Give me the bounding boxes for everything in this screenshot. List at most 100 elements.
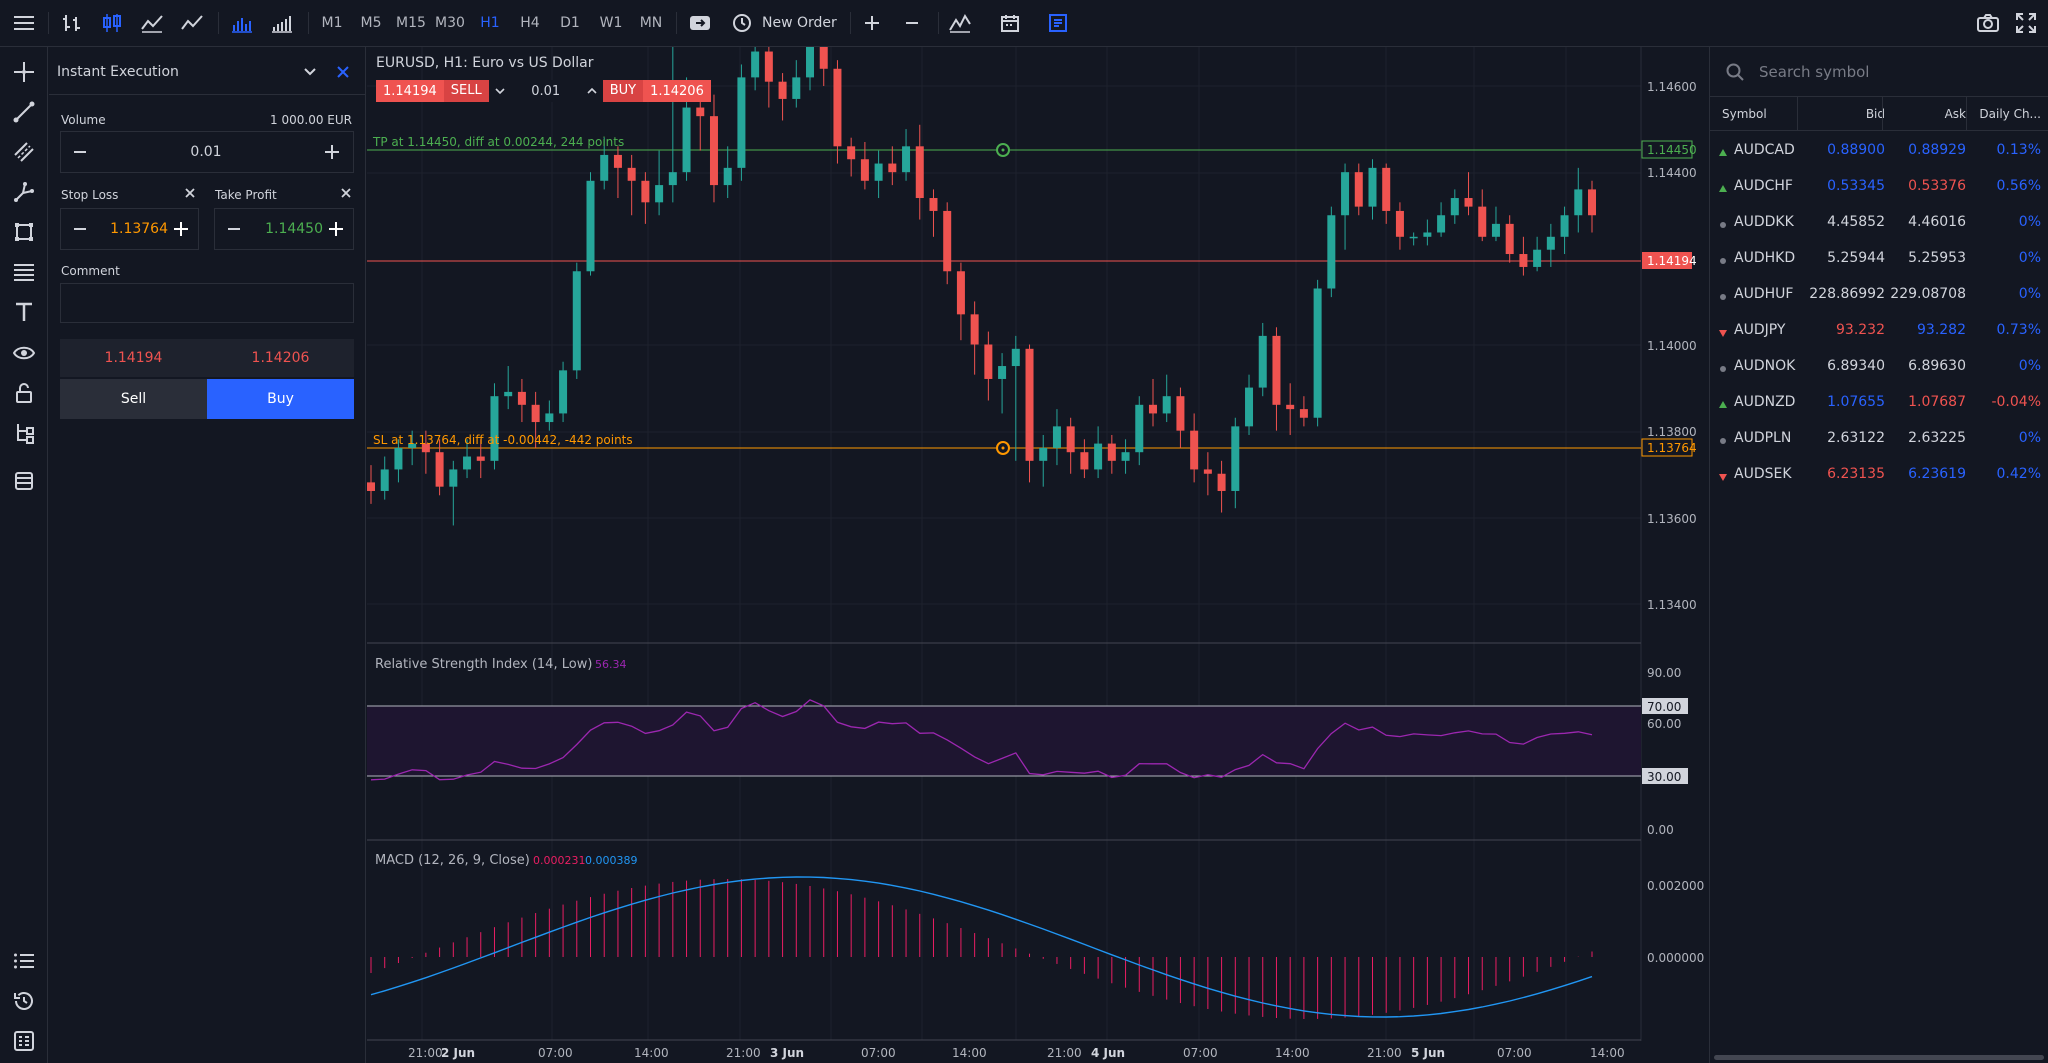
time-axis-label: 21:00 [726, 1046, 761, 1060]
watchlist-row[interactable]: AUDJPY 93.232 93.282 0.73% [1710, 313, 2048, 349]
trend-line-icon[interactable] [10, 98, 38, 126]
crosshair-icon[interactable] [10, 58, 38, 86]
stop-loss-increase-button[interactable] [168, 216, 194, 242]
candle-body [1025, 348, 1034, 461]
tick-volume-icon[interactable] [268, 9, 296, 37]
rsi-low-tag [1642, 768, 1688, 784]
lot-increase-icon[interactable] [587, 87, 597, 95]
layers-icon[interactable] [10, 467, 38, 495]
screenshot-icon[interactable] [1974, 9, 2002, 37]
comment-input[interactable] [60, 283, 354, 323]
rsi-title: Relative Strength Index (14, Low) [375, 657, 592, 672]
eye-icon[interactable] [10, 339, 38, 367]
area-chart-icon[interactable] [138, 9, 166, 37]
close-panel-icon[interactable] [332, 61, 354, 83]
stop-loss-clear-icon[interactable] [184, 187, 198, 201]
col-symbol[interactable]: Symbol [1722, 107, 1767, 121]
take-profit-decrease-button[interactable] [221, 216, 247, 242]
chart-area[interactable]: 1.14600 1.14400 1.14000 1.13800 1.13600 … [367, 47, 1709, 1063]
watchlist-row[interactable]: AUDSEK 6.23135 6.23619 0.42% [1710, 457, 2048, 493]
volume-increase-button[interactable] [319, 139, 345, 165]
fullscreen-icon[interactable] [2012, 9, 2040, 37]
watchlist-row[interactable]: AUDNZD 1.07655 1.07687 -0.04% [1710, 385, 2048, 421]
buy-price: 1.14206 [207, 339, 354, 377]
journal-icon[interactable] [10, 1027, 38, 1055]
watchlist-bid: 5.25944 [1827, 250, 1885, 266]
watchlist-change: 0% [2018, 214, 2041, 230]
volume-icon[interactable] [228, 9, 256, 37]
lot-decrease-icon[interactable] [495, 87, 505, 95]
one-click-trading-icon[interactable] [686, 9, 714, 37]
col-daily-change[interactable]: Daily Ch... [1979, 107, 2041, 121]
take-profit-clear-icon[interactable] [340, 187, 354, 201]
volume-decrease-button[interactable] [67, 139, 93, 165]
timeframe-h4[interactable]: H4 [520, 15, 540, 31]
quick-lot-field[interactable]: 0.01 [488, 80, 603, 102]
candle-body [1546, 236, 1555, 250]
zoom-in-icon[interactable] [858, 9, 886, 37]
new-order-button[interactable]: New Order [732, 9, 842, 37]
channel-icon[interactable] [10, 138, 38, 166]
indicators-icon[interactable] [946, 9, 974, 37]
candle-body [367, 482, 375, 491]
tp-annotation: TP at 1.14450, diff at 0.00244, 244 poin… [372, 135, 624, 149]
line-chart-icon[interactable] [178, 9, 206, 37]
volume-input[interactable]: 0.01 [190, 144, 222, 160]
menu-icon[interactable] [10, 9, 38, 37]
watchlist-ask: 6.89630 [1908, 358, 1966, 374]
candle-body [1066, 426, 1075, 453]
watchlist-row[interactable]: AUDPLN 2.63122 2.63225 0% [1710, 421, 2048, 457]
pitchfork-icon[interactable] [10, 178, 38, 206]
bar-chart-icon[interactable] [58, 9, 86, 37]
buy-button[interactable]: Buy [207, 379, 354, 419]
quick-buy-button[interactable]: BUY 1.14206 [602, 80, 711, 102]
candle-body [709, 116, 718, 186]
quick-sell-button[interactable]: 1.14194 SELL [376, 80, 489, 102]
history-icon[interactable] [10, 987, 38, 1015]
chevron-down-icon [304, 68, 316, 76]
sell-button[interactable]: Sell [60, 379, 207, 419]
macd-axis-label: 0.000000 [1647, 951, 1704, 965]
text-icon[interactable] [10, 298, 38, 326]
col-bid[interactable]: Bid [1865, 107, 1885, 121]
timeframe-d1[interactable]: D1 [560, 15, 580, 31]
symbol-search[interactable]: Search symbol [1710, 47, 2048, 97]
watchlist-row[interactable]: AUDNOK 6.89340 6.89630 0% [1710, 349, 2048, 385]
zoom-out-icon[interactable] [898, 9, 926, 37]
list-icon[interactable] [10, 947, 38, 975]
calendar-icon[interactable] [996, 9, 1024, 37]
object-tree-icon[interactable] [10, 419, 38, 447]
execution-mode-select[interactable]: Instant Execution [57, 62, 317, 82]
col-ask[interactable]: Ask [1944, 107, 1966, 121]
search-input[interactable]: Search symbol [1759, 62, 1870, 81]
watchlist-scrollbar[interactable] [1714, 1055, 2044, 1060]
candlestick-icon[interactable] [98, 9, 126, 37]
timeframe-h1[interactable]: H1 [480, 15, 500, 31]
candle-body [1135, 404, 1144, 453]
macd-value-main: 0.000231 [533, 854, 586, 867]
timeframe-mn[interactable]: MN [639, 15, 663, 31]
timeframe-m15[interactable]: M15 [396, 15, 426, 31]
lock-icon[interactable] [10, 379, 38, 407]
take-profit-input[interactable]: 1.14450 [265, 221, 323, 237]
watchlist-row[interactable]: AUDDKK 4.45852 4.46016 0% [1710, 205, 2048, 241]
chart-canvas[interactable]: 1.14600 1.14400 1.14000 1.13800 1.13600 … [367, 47, 1709, 1063]
timeframe-m30[interactable]: M30 [435, 15, 465, 31]
candle-body [1327, 215, 1336, 289]
timeframe-m1[interactable]: M1 [321, 15, 343, 31]
trade-panel-icon[interactable] [1044, 9, 1072, 37]
timeframe-w1[interactable]: W1 [599, 15, 623, 31]
candle-body [751, 51, 760, 78]
stop-loss-input[interactable]: 1.13764 [110, 221, 168, 237]
shapes-icon[interactable] [10, 218, 38, 246]
timeframe-m5[interactable]: M5 [360, 15, 382, 31]
macd-histogram [370, 879, 1593, 1019]
watchlist-row[interactable]: AUDCAD 0.88900 0.88929 0.13% [1710, 133, 2048, 169]
watchlist-row[interactable]: AUDCHF 0.53345 0.53376 0.56% [1710, 169, 2048, 205]
watchlist-row[interactable]: AUDHKD 5.25944 5.25953 0% [1710, 241, 2048, 277]
take-profit-increase-button[interactable] [323, 216, 349, 242]
candle-body [1121, 452, 1130, 461]
watchlist-row[interactable]: AUDHUF 228.86992 229.08708 0% [1710, 277, 2048, 313]
stop-loss-decrease-button[interactable] [67, 216, 93, 242]
fibonacci-icon[interactable] [10, 258, 38, 286]
